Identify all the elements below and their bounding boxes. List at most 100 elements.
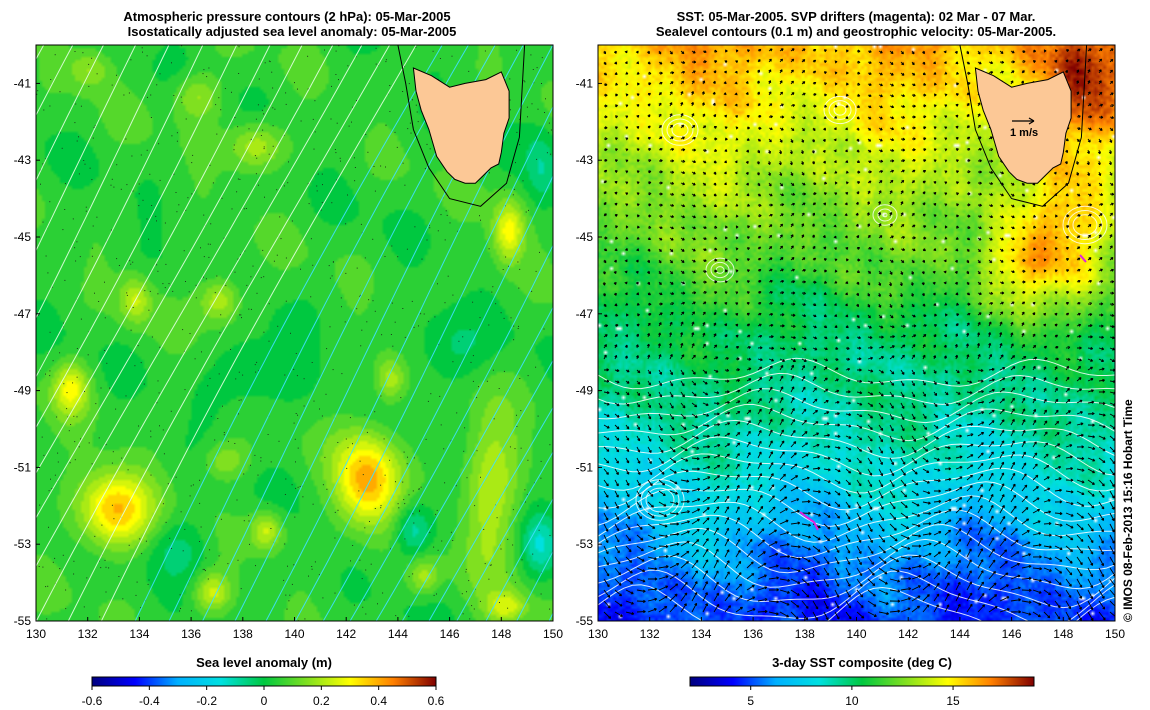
sla-data-dot: [307, 55, 309, 57]
velocity-vector: [680, 124, 685, 129]
sla-data-dot: [126, 294, 128, 296]
velocity-vector: [801, 365, 805, 371]
sla-data-dot: [402, 308, 404, 309]
velocity-vector: [1076, 456, 1085, 461]
velocity-vector: [1043, 533, 1052, 537]
velocity-vector: [878, 61, 883, 65]
right-y-tick-label: -47: [576, 307, 594, 321]
velocity-vector: [625, 170, 629, 174]
velocity-vector: [999, 607, 1010, 613]
sla-data-dot: [237, 559, 239, 561]
velocity-vector: [1054, 258, 1058, 262]
velocity-vector: [1098, 600, 1106, 610]
velocity-vector: [1021, 322, 1025, 327]
sla-data-dot: [311, 566, 313, 567]
velocity-vector: [801, 59, 806, 63]
sla-data-dot: [385, 59, 387, 61]
sla-data-dot: [324, 456, 326, 458]
velocity-vector: [834, 280, 838, 284]
velocity-vector: [669, 192, 675, 196]
velocity-vector: [647, 424, 652, 431]
velocity-vector: [867, 234, 871, 239]
velocity-vector: [878, 523, 885, 532]
velocity-vector: [614, 303, 618, 307]
velocity-vector: [856, 116, 860, 120]
velocity-vector: [900, 314, 905, 318]
sla-data-dot: [352, 545, 354, 546]
velocity-vector: [713, 506, 720, 514]
velocity-vector: [1087, 182, 1091, 187]
velocity-vector: [768, 484, 775, 492]
sla-data-dot: [62, 229, 64, 231]
velocity-vector: [636, 435, 641, 442]
sla-data-dot: [147, 583, 149, 585]
sla-data-dot: [218, 97, 220, 99]
velocity-vector: [867, 49, 872, 54]
velocity-vector: [812, 478, 821, 482]
velocity-vector: [889, 589, 901, 593]
velocity-vector: [1065, 589, 1072, 598]
sla-data-dot: [189, 495, 191, 497]
velocity-vector: [1076, 567, 1083, 577]
velocity-vector: [1043, 453, 1049, 459]
velocity-vector: [1021, 462, 1027, 470]
velocity-vector: [1065, 149, 1069, 153]
sla-data-dot: [78, 173, 80, 175]
velocity-vector: [680, 193, 686, 197]
sla-data-dot: [181, 102, 183, 104]
velocity-vector: [779, 171, 783, 177]
pressure-contour: [100, 45, 417, 621]
velocity-vector: [856, 281, 860, 285]
velocity-vector: [614, 104, 618, 108]
velocity-vector: [1010, 366, 1016, 371]
sla-data-dot: [239, 314, 241, 316]
sla-data-dot: [129, 260, 131, 262]
velocity-vector: [602, 281, 606, 286]
sla-data-dot: [268, 60, 270, 62]
velocity-vector: [702, 301, 707, 305]
velocity-vector: [944, 148, 948, 152]
velocity-vector: [1076, 589, 1082, 599]
sla-data-dot: [538, 529, 540, 531]
velocity-vector: [746, 247, 750, 251]
velocity-vector: [999, 171, 1005, 175]
velocity-vector: [856, 611, 865, 619]
velocity-vector: [1054, 59, 1058, 63]
velocity-vector: [1010, 451, 1015, 459]
velocity-vector: [1087, 115, 1093, 119]
velocity-vector: [823, 280, 828, 284]
sla-data-dot: [74, 441, 76, 443]
velocity-vector: [768, 365, 773, 371]
velocity-vector: [900, 354, 905, 360]
sla-data-dot: [131, 155, 133, 157]
velocity-vector: [966, 248, 970, 252]
velocity-vector: [900, 270, 904, 275]
sla-data-dot: [394, 321, 396, 323]
velocity-vector: [603, 501, 609, 510]
velocity-vector: [702, 160, 707, 164]
velocity-vector: [867, 246, 872, 251]
velocity-vector: [603, 567, 610, 577]
velocity-vector: [658, 61, 663, 65]
velocity-vector: [966, 495, 973, 503]
velocity-vector: [922, 137, 927, 141]
sla-data-dot: [91, 247, 93, 249]
sla-data-dot: [307, 88, 309, 90]
velocity-vector: [922, 583, 931, 591]
velocity-vector: [977, 102, 981, 107]
velocity-vector: [1010, 301, 1015, 305]
velocity-vector: [889, 270, 893, 275]
sla-data-dot: [426, 239, 428, 241]
velocity-vector: [746, 550, 754, 558]
sla-data-dot: [121, 457, 123, 459]
sla-data-dot: [468, 70, 470, 72]
velocity-vector: [911, 354, 916, 360]
sla-data-dot: [227, 563, 229, 565]
sla-data-dot: [73, 415, 75, 417]
sla-data-dot: [241, 317, 242, 319]
velocity-vector: [922, 159, 927, 163]
velocity-vector: [867, 457, 873, 465]
velocity-vector: [636, 302, 640, 306]
velocity-vector: [702, 548, 709, 558]
velocity-vector: [702, 559, 709, 569]
